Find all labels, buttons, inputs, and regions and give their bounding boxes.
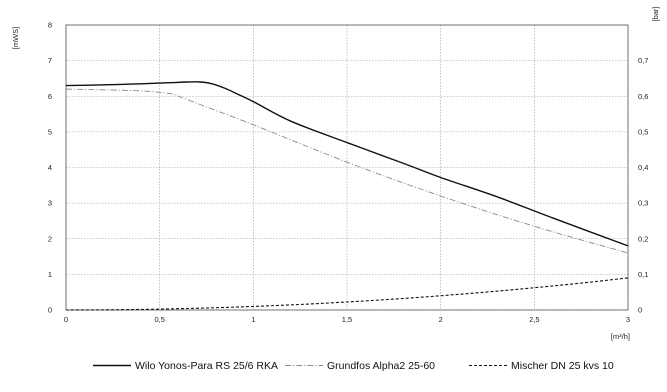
y-tick-label: 2 — [48, 234, 52, 243]
y-tick-label: 1 — [48, 270, 52, 279]
x-tick-label: 0 — [64, 315, 68, 324]
x-tick-label: 3 — [626, 315, 630, 324]
y-tick-label: 7 — [48, 56, 52, 65]
y-tick-label: 6 — [48, 92, 52, 101]
series-line-2 — [65, 88, 629, 254]
grid — [65, 24, 629, 311]
plot-frame — [65, 24, 629, 311]
x-tick-label: 0,5 — [154, 315, 164, 324]
x-tick-label: 1 — [251, 315, 255, 324]
y2-tick-labels: 0 0,1 0,2 0,3 0,4 0,5 0,6 0,7 — [638, 56, 648, 314]
series-line-3 — [65, 277, 629, 311]
x-tick-labels: 0 0,5 1 1,5 2 2,5 3 — [64, 315, 630, 324]
y2-tick-label: 0,5 — [638, 127, 648, 136]
y-tick-label: 5 — [48, 127, 52, 136]
x-tick-label: 2,5 — [529, 315, 539, 324]
series-lines — [65, 81, 629, 311]
y2-tick-label: 0,7 — [638, 56, 648, 65]
y2-tick-label: 0 — [638, 306, 642, 315]
legend-label-1: Wilo Yonos-Para RS 25/6 RKA — [135, 360, 278, 372]
y2-tick-label: 0,2 — [638, 234, 648, 243]
y-tick-label: 4 — [48, 163, 52, 172]
axes — [65, 24, 629, 311]
y-tick-label: 0 — [48, 306, 52, 315]
x-tick-label: 1,5 — [342, 315, 352, 324]
y2-tick-label: 0,6 — [638, 92, 648, 101]
y2-tick-label: 0,1 — [638, 270, 648, 279]
legend-label-2: Grundfos Alpha2 25-60 — [327, 360, 435, 372]
legend-label-3: Mischer DN 25 kvs 10 — [511, 360, 614, 372]
legend: Wilo Yonos-Para RS 25/6 RKA Grundfos Alph… — [93, 360, 614, 372]
y2-axis-label: [bar] — [651, 6, 660, 21]
y2-tick-label: 0,4 — [638, 163, 648, 172]
y-tick-labels: 0 1 2 3 4 5 6 7 8 — [48, 21, 52, 315]
x-tick-label: 2 — [439, 315, 443, 324]
y-tick-label: 8 — [48, 21, 52, 30]
y-axis-label: [mWS] — [11, 27, 20, 50]
series-line-1 — [65, 81, 629, 247]
y2-tick-label: 0,3 — [638, 199, 648, 208]
y-tick-label: 3 — [48, 199, 52, 208]
x-axis-label: [m³/h] — [611, 332, 630, 341]
